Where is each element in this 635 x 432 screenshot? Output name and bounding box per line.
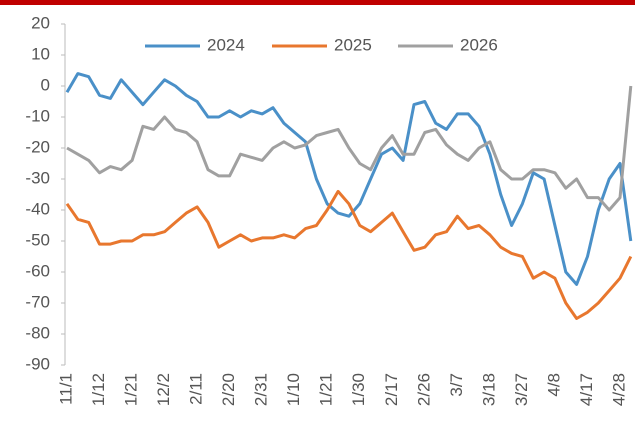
x-tick-label: 1/10 [284, 373, 303, 406]
x-tick-label: 2/17 [382, 373, 401, 406]
y-tick-label: -10 [25, 106, 50, 125]
x-tick-label: 1/21 [317, 373, 336, 406]
series-line [65, 189, 633, 320]
x-tick-label: 2/31 [252, 373, 271, 406]
legend-label: 2026 [460, 35, 498, 54]
legend-label: 2025 [334, 35, 372, 54]
x-tick-label: 3/7 [447, 373, 466, 397]
y-tick-label: -50 [25, 230, 50, 249]
x-tick-label: 12/2 [154, 373, 173, 406]
series-line [65, 72, 633, 286]
y-tick-label: 20 [31, 13, 50, 32]
x-tick-label: 11/1 [56, 373, 75, 405]
y-tick-label: -80 [25, 323, 50, 342]
y-tick-label: 0 [41, 75, 50, 94]
x-tick-label: 3/27 [512, 373, 531, 406]
y-tick-label: -90 [25, 354, 50, 373]
x-tick-label: 2/26 [414, 373, 433, 406]
y-tick-label: -70 [25, 292, 50, 311]
x-tick-label: 1/30 [349, 373, 368, 406]
series-line [66, 85, 633, 212]
x-tick-label: 1/21 [122, 373, 141, 406]
y-tick-label: -60 [25, 261, 50, 280]
y-tick-label: -20 [25, 137, 50, 156]
top-bar [0, 0, 635, 5]
x-tick-label: 2/20 [219, 373, 238, 406]
x-tick-label: 1/12 [89, 373, 108, 406]
y-tick-label: -30 [25, 168, 50, 187]
y-tick-label: -40 [25, 199, 50, 218]
x-tick-label: 4/17 [577, 373, 596, 406]
y-tick-label: 10 [31, 44, 50, 63]
x-tick-label: 4/28 [609, 373, 628, 406]
x-tick-label: 2/11 [187, 373, 206, 405]
x-tick-label: 4/8 [544, 373, 563, 397]
x-tick-label: 3/18 [479, 373, 498, 406]
legend-label: 2024 [207, 35, 245, 54]
